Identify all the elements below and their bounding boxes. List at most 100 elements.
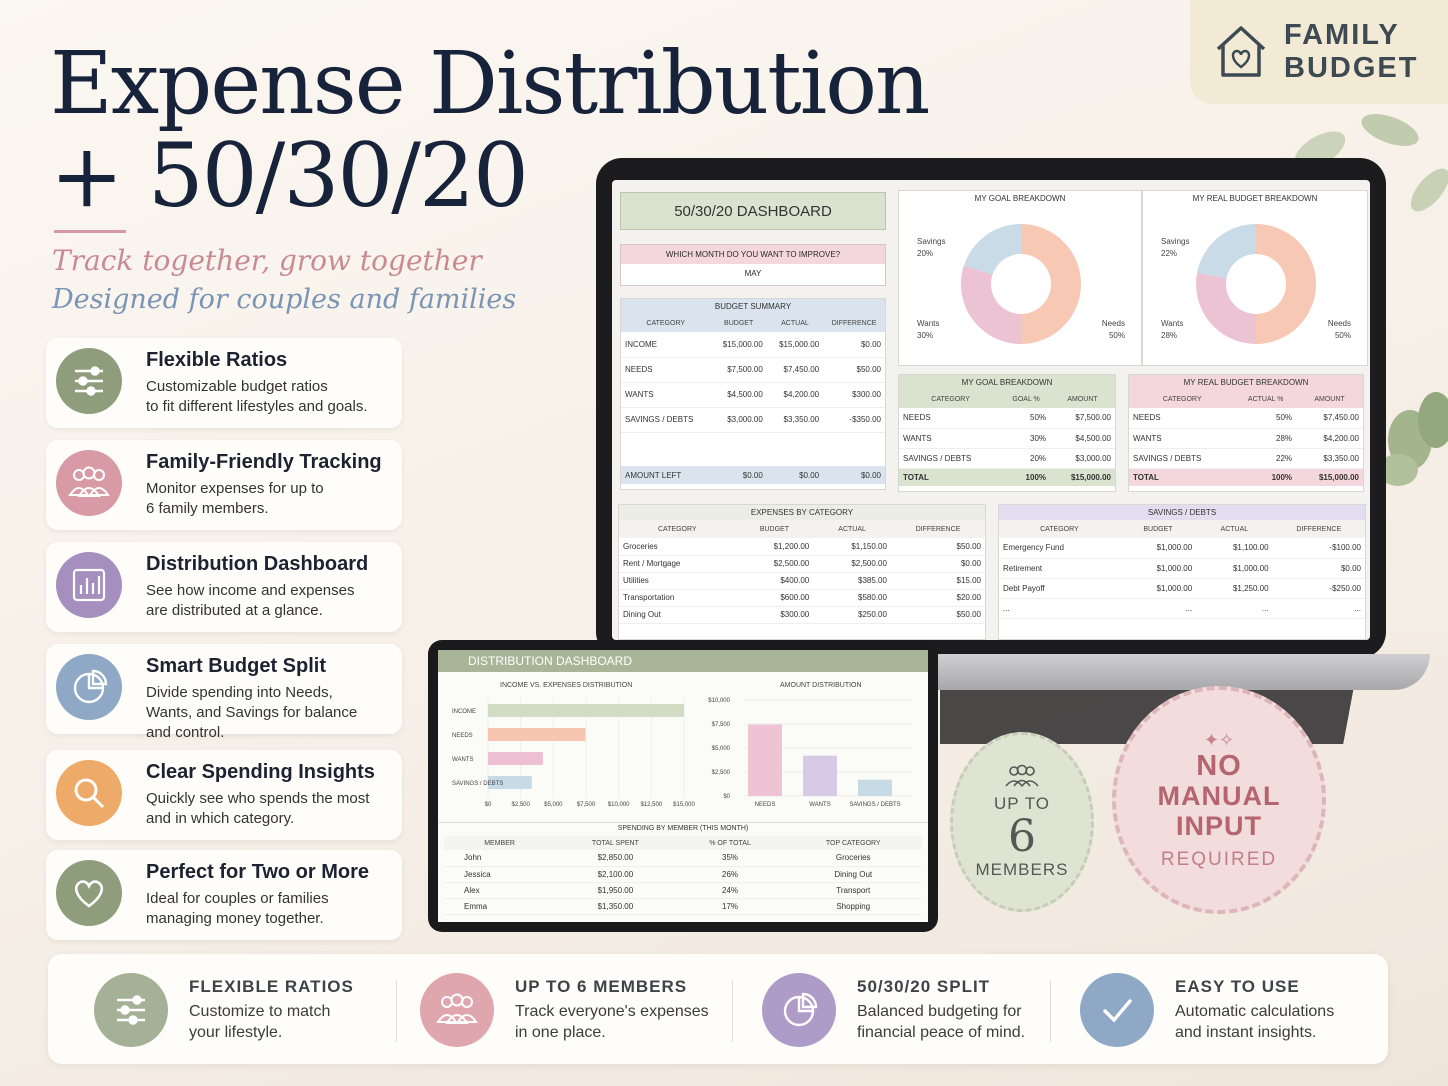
category-label: SAVINGS / DEBTS — [849, 802, 900, 808]
bar-savings-debts — [858, 779, 892, 796]
headline-line2: + 50/30/20 — [50, 124, 529, 227]
table-cell: TOTAL — [903, 472, 929, 482]
table-cell: $1,200.00 — [773, 541, 810, 551]
month-selector[interactable]: WHICH MONTH DO YOU WANT TO IMPROVE? MAY — [620, 244, 886, 286]
table-header: MEMBER — [484, 839, 515, 847]
x-tick-label: $0 — [485, 802, 492, 808]
table-cell: -$100.00 — [1329, 543, 1361, 553]
check-icon — [1080, 973, 1154, 1047]
table-cell: $0.00 — [860, 470, 881, 480]
table-cell: Retirement — [1003, 563, 1043, 573]
table-cell: SAVINGS / DEBTS — [1133, 453, 1202, 463]
feature-card: Distribution Dashboard See how income an… — [46, 542, 402, 632]
table-header: DIFFERENCE — [831, 319, 877, 327]
pie-label: Savings — [1161, 237, 1189, 246]
table-cell: $0.00 — [799, 470, 820, 480]
heart-icon — [56, 860, 122, 926]
savings-table: CATEGORY BUDGET ACTUAL DIFFERENCE Emergency … — [999, 520, 1365, 619]
table-cell: Dining Out — [834, 869, 873, 879]
pie-label-pct: 30% — [917, 331, 933, 340]
table-cell: 20% — [1030, 453, 1047, 463]
table-row: Debt Payoff $1,000.00 $1,250.00 -$250.00 — [999, 578, 1365, 598]
feature-card: Clear Spending Insights Quickly see who … — [46, 750, 402, 840]
income-expense-bar-chart: $0 $2,500 $5,000 $7,500 $10,000 $12,500 $15,00… — [452, 698, 696, 808]
footer-separator — [732, 980, 733, 1042]
table-cell: $1,000.00 — [1156, 543, 1193, 553]
feature-title: Clear Spending Insights — [146, 761, 375, 783]
footer-desc: Track everyone's expenses in one place. — [515, 1003, 709, 1041]
goal-breakdown-title: MY GOAL BREAKDOWN — [899, 375, 1115, 390]
table-cell: Rent / Mortgage — [623, 559, 681, 568]
table-cell: $4,200.00 — [1323, 433, 1359, 443]
hbar-title: INCOME VS. EXPENSES DISTRIBUTION — [500, 682, 633, 689]
table-cell: $300.00 — [780, 610, 810, 619]
table-row: Rent / Mortgage $2,500.00 $2,500.00 $0.00 — [619, 555, 985, 572]
members-badge: UP TO 6 MEMBERS — [950, 732, 1094, 912]
table-cell: NEEDS — [625, 365, 653, 374]
x-tick-label: $15,000 — [673, 802, 695, 808]
feature-card: Perfect for Two or More Ideal for couple… — [46, 850, 402, 940]
table-row: Groceries $1,200.00 $1,150.00 $50.00 — [619, 538, 985, 555]
category-label: WANTS — [452, 757, 473, 763]
table-cell: $15,000.00 — [1070, 472, 1111, 482]
table-header: TOTAL SPENT — [591, 839, 639, 847]
table-cell: $400.00 — [780, 576, 810, 585]
table-header: ACTUAL % — [1247, 395, 1284, 403]
table-cell: ... — [1003, 603, 1010, 613]
feature-title: Smart Budget Split — [146, 655, 327, 677]
table-row: Emergency Fund $1,000.00 $1,100.00 -$100.00 — [999, 538, 1365, 558]
magnifier-icon — [56, 760, 122, 826]
table-cell: 28% — [1276, 433, 1293, 443]
y-tick-label: $0 — [723, 794, 730, 800]
pie-slice-savings — [963, 224, 1021, 275]
tablet-screen: DISTRIBUTION DASHBOARD INCOME VS. EXPENS… — [438, 650, 928, 922]
table-cell: Utilities — [623, 576, 649, 585]
footer-desc: Automatic calculations and instant insig… — [1175, 1003, 1335, 1041]
table-header: % OF TOTAL — [709, 839, 751, 847]
bar-needs — [488, 728, 586, 741]
vbar-title: AMOUNT DISTRIBUTION — [780, 682, 862, 689]
goal-pie-title: MY GOAL BREAKDOWN — [974, 194, 1066, 203]
table-row: NEEDS $7,500.00 $7,450.00 $50.00 — [621, 357, 885, 382]
table-header: TOP CATEGORY — [825, 839, 881, 847]
plant-decoration-icon — [1294, 114, 1448, 630]
month-value[interactable]: MAY — [744, 269, 762, 278]
table-cell: $4,500.00 — [1075, 433, 1111, 443]
real-breakdown-panel: MY REAL BUDGET BREAKDOWN CATEGORY ACTUAL … — [1128, 374, 1364, 492]
real-breakdown-table: CATEGORY ACTUAL % AMOUNT NEEDS 50% $7,450.00 W… — [1129, 390, 1363, 486]
table-cell: $0.00 — [960, 559, 981, 568]
real-pie-title: MY REAL BUDGET BREAKDOWN — [1192, 194, 1318, 203]
table-row: NEEDS 50% $7,500.00 — [899, 408, 1115, 428]
footer-title: EASY TO USE — [1175, 977, 1300, 996]
category-label: WANTS — [809, 802, 830, 808]
members-badge-number: 6 — [1008, 811, 1036, 862]
table-cell: $250.00 — [858, 610, 887, 619]
feature-desc: Customizable budget ratios to fit differ… — [146, 378, 368, 415]
table-cell: AMOUNT LEFT — [625, 470, 682, 480]
table-cell: John — [464, 853, 482, 863]
family-icon — [56, 450, 122, 516]
feature-card: Family-Friendly Tracking Monitor expense… — [46, 440, 402, 530]
table-cell: TOTAL — [1133, 472, 1159, 482]
table-cell: Groceries — [623, 541, 658, 551]
x-tick-label: $5,000 — [544, 802, 563, 808]
month-question: WHICH MONTH DO YOU WANT TO IMPROVE? — [621, 245, 885, 264]
table-cell: Jessica — [464, 869, 491, 879]
table-row: ............ — [999, 598, 1365, 618]
table-row: SAVINGS / DEBTS $3,000.00 $3,350.00 -$350.0… — [621, 407, 885, 432]
table-footer-row: TOTAL 100% $15,000.00 — [1129, 468, 1363, 486]
table-header: CATEGORY — [1162, 395, 1202, 403]
pie-label-pct: 50% — [1109, 331, 1125, 340]
table-header: ACTUAL — [838, 525, 866, 533]
table-cell: $15,000.00 — [1318, 472, 1359, 482]
table-row: WANTS 28% $4,200.00 — [1129, 428, 1363, 448]
tagline-2: Designed for couples and families — [52, 284, 517, 315]
table-cell: $4,500.00 — [727, 390, 763, 399]
real-pie-panel: MY REAL BUDGET BREAKDOWN Savings 22% Wants… — [1142, 190, 1368, 366]
feature-card: Smart Budget Split Divide spending into … — [46, 644, 402, 741]
y-tick-label: $10,000 — [708, 698, 730, 704]
table-header: DIFFERENCE — [1296, 525, 1342, 533]
table-header: GOAL % — [1012, 395, 1040, 403]
x-tick-label: $10,000 — [608, 802, 630, 808]
table-cell: $3,350.00 — [1323, 453, 1359, 463]
